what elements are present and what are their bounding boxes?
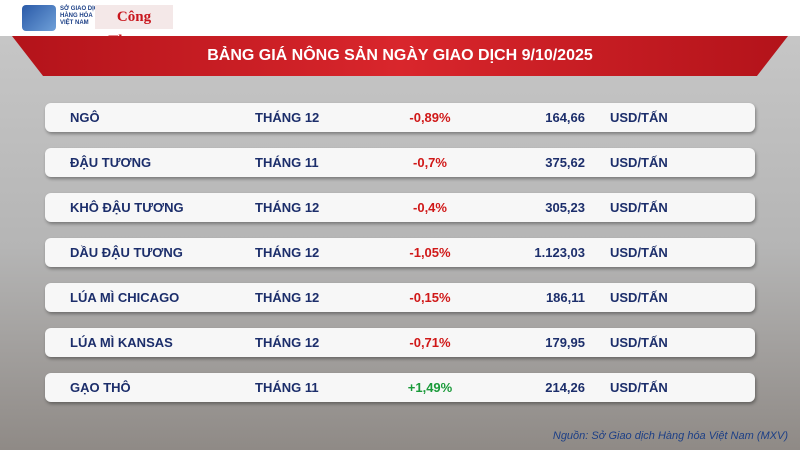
change: -0,15% [409, 290, 451, 305]
table-row: GẠO THÔ THÁNG 11 +1,49% 214,26 USD/TẤN [45, 373, 755, 402]
unit: USD/TẤN [610, 380, 668, 395]
change: -0,89% [409, 110, 451, 125]
change: -1,05% [409, 245, 451, 260]
logo-line: HÀNG HÓA [60, 13, 93, 19]
price: 179,95 [545, 335, 585, 350]
price: 1.123,03 [534, 245, 585, 260]
logo-text: SỞ GIAO DỊCH HÀNG HÓA VIỆT NAM [60, 6, 102, 27]
source: Nguồn: Sở Giao dịch Hàng hóa Việt Nam (M… [552, 430, 788, 442]
contract-month: THÁNG 12 [255, 110, 320, 125]
change: -0,7% [413, 155, 447, 170]
contract-month: THÁNG 11 [255, 380, 319, 395]
table-row: KHÔ ĐẬU TƯƠNG THÁNG 12 -0,4% 305,23 USD/TẤN [45, 193, 755, 222]
logo-line: SỞ GIAO DỊCH [60, 6, 103, 12]
table-row: ĐẬU TƯƠNG THÁNG 11 -0,7% 375,62 USD/TẤN [45, 148, 755, 177]
unit: USD/TẤN [610, 335, 668, 350]
logo [22, 5, 56, 31]
unit: USD/TẤN [610, 110, 668, 125]
brand: Công Thương [95, 5, 173, 49]
table-row: DẦU ĐẬU TƯƠNG THÁNG 12 -1,05% 1.123,03 USD/T… [45, 238, 755, 267]
table-row: LÚA MÌ KANSAS THÁNG 12 -0,71% 179,95 USD/TẤN [45, 328, 755, 357]
change: -0,4% [413, 200, 447, 215]
price: 186,11 [545, 290, 585, 305]
price: 305,23 [545, 200, 585, 215]
logo-line: VIỆT NAM [60, 20, 89, 26]
price: 164,66 [545, 110, 585, 125]
unit: USD/TẤN [610, 290, 668, 305]
table-row: LÚA MÌ CHICAGO THÁNG 12 -0,15% 186,11 USD/TẤ… [45, 283, 755, 312]
commodity: LÚA MÌ CHICAGO [70, 290, 180, 305]
contract-month: THÁNG 12 [255, 245, 320, 260]
contract-month: THÁNG 12 [255, 335, 320, 350]
contract-month: THÁNG 12 [255, 200, 320, 215]
change: +1,49% [407, 380, 453, 395]
title: BẢNG GIÁ NÔNG SẢN NGÀY GIAO DỊCH 9/10/20… [207, 47, 593, 64]
unit: USD/TẤN [610, 245, 668, 260]
contract-month: THÁNG 11 [255, 155, 319, 170]
price: 375,62 [545, 155, 585, 170]
price: 214,26 [545, 380, 585, 395]
commodity: GẠO THÔ [70, 380, 131, 395]
top-bar: SỞ GIAO DỊCH HÀNG HÓA VIỆT NAM Công Thươ… [0, 0, 800, 49]
banner [12, 36, 788, 76]
table-row: NGÔ THÁNG 12 -0,89% 164,66 USD/TẤN [45, 103, 755, 132]
change: -0,71% [409, 335, 451, 350]
unit: USD/TẤN [610, 155, 668, 170]
commodity: KHÔ ĐẬU TƯƠNG [70, 200, 184, 215]
commodity: NGÔ [70, 110, 100, 125]
commodity: LÚA MÌ KANSAS [70, 335, 173, 350]
commodity: DẦU ĐẬU TƯƠNG [70, 245, 183, 260]
contract-month: THÁNG 12 [255, 290, 320, 305]
unit: USD/TẤN [610, 200, 668, 215]
commodity: ĐẬU TƯƠNG [70, 155, 152, 170]
